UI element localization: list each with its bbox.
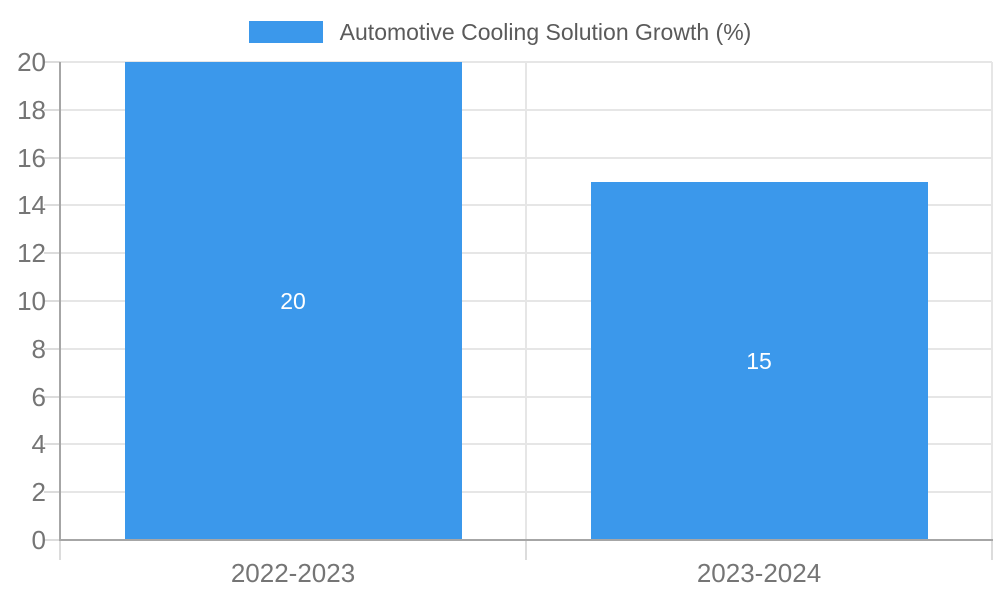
gridline-x [991,62,993,540]
x-axis-line [59,539,993,541]
xtick-mark [525,540,527,560]
ytick-mark [44,300,60,302]
xtick-mark [59,540,61,560]
y-axis-tick-label: 2 [31,477,46,508]
ytick-mark [44,204,60,207]
y-axis-tick-label: 4 [31,429,46,460]
y-axis-tick-label: 6 [31,381,46,412]
y-axis-tick-label: 10 [17,286,46,316]
bar [590,181,928,540]
legend-label: Automotive Cooling Solution Growth (%) [339,19,752,45]
ytick-mark [44,347,60,350]
bar-value-label: 20 [280,288,306,314]
y-axis-tick-label: 8 [31,333,46,364]
x-axis-category-label: 2023-2024 [696,558,822,588]
ytick-mark [44,252,60,255]
y-axis-tick-label: 0 [31,525,46,555]
chart-legend: Automotive Cooling Solution Growth (%) [0,18,1000,46]
y-axis-tick-label: 16 [17,142,46,173]
ytick-mark [44,491,60,494]
y-axis-tick-label: 18 [17,94,46,125]
y-axis-tick-label: 20 [17,47,46,77]
ytick-mark [44,539,60,541]
ytick-mark [44,156,60,159]
y-axis-tick-label: 12 [17,238,46,269]
gridline-x [525,62,527,540]
x-axis-category-label: 2022-2023 [230,558,356,588]
y-axis-tick-label: 14 [17,190,46,221]
ytick-mark [44,443,60,446]
y-axis-line [59,62,61,541]
ytick-mark [44,395,60,398]
xtick-mark [991,540,993,560]
ytick-mark [44,61,60,63]
bar [124,62,462,540]
ytick-mark [44,108,60,111]
bar-value-label: 15 [746,347,772,374]
legend-swatch [248,21,323,43]
